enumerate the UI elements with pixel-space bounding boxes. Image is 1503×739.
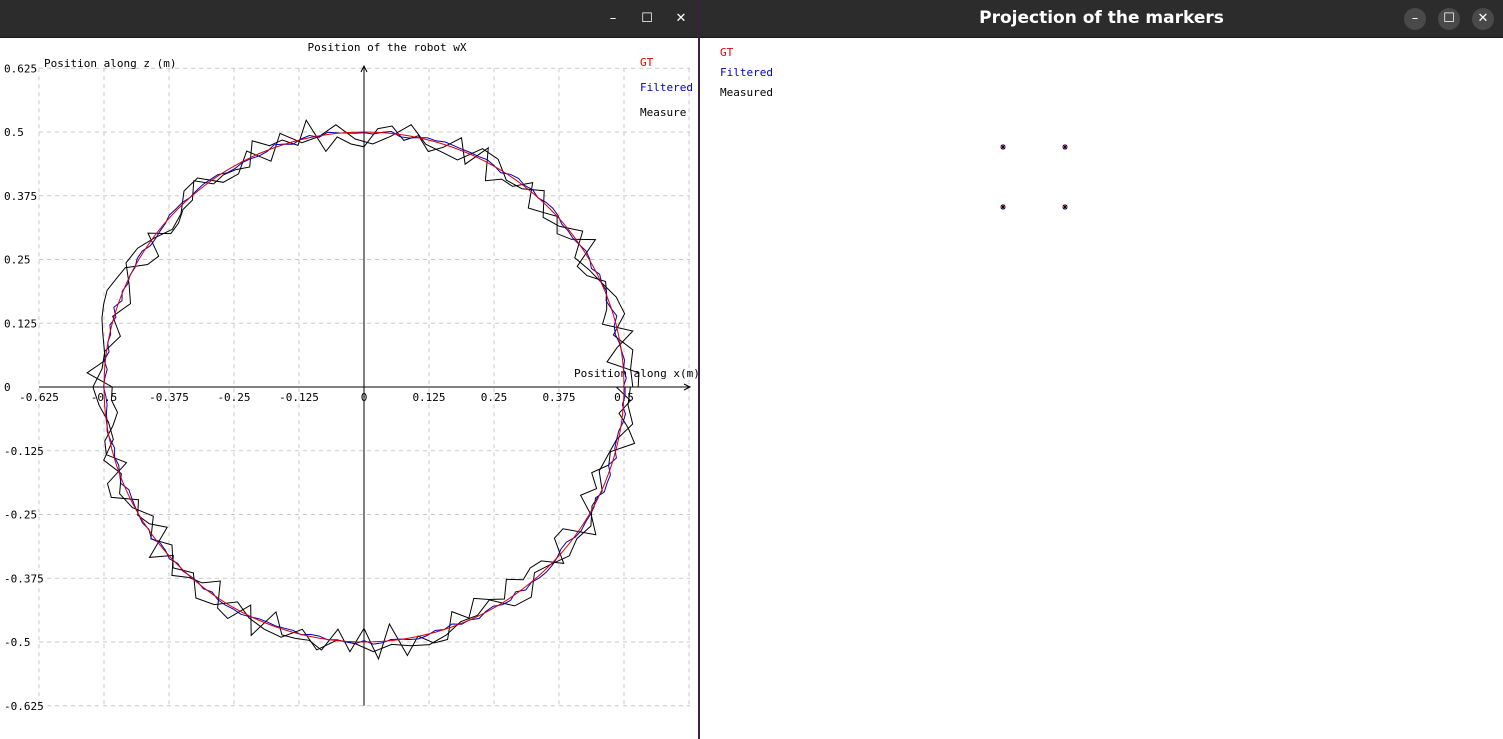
- x-tick-label: -0.375: [149, 391, 189, 404]
- y-tick-label: -0.125: [4, 445, 44, 458]
- maximize-icon[interactable]: ☐: [1438, 8, 1460, 30]
- marker-projection-window: Projection of the markers – ☐ ✕ GT Filte…: [700, 0, 1503, 739]
- marker-measured: [1000, 204, 1006, 210]
- plot-area: -0.625 -0.5 -0.375 -0.25 -0.125 0 0.125 0.25 0.3…: [0, 38, 698, 739]
- y-tick-label: -0.25: [4, 509, 37, 522]
- left-window-title: [0, 0, 698, 37]
- maximize-icon[interactable]: ☐: [641, 11, 653, 26]
- robot-position-chart: -0.625 -0.5 -0.375 -0.25 -0.125 0 0.125 0.25 0.3…: [4, 41, 698, 713]
- minimize-icon[interactable]: –: [1404, 8, 1426, 30]
- legend-item: GT: [640, 56, 654, 69]
- marker-measured: [1062, 144, 1068, 150]
- close-icon[interactable]: ✕: [1472, 8, 1494, 30]
- y-tick-label: -0.625: [4, 700, 44, 713]
- y-tick-label: 0: [4, 381, 11, 394]
- legend-gt: GT: [720, 46, 734, 59]
- y-tick-label: 0.625: [4, 62, 37, 75]
- close-icon[interactable]: ✕: [675, 11, 687, 26]
- x-tick-label: -0.125: [279, 391, 319, 404]
- x-tick-label: -0.625: [19, 391, 59, 404]
- y-tick-label: 0.25: [4, 254, 31, 267]
- marker-point: [1000, 204, 1006, 210]
- marker-point: [1062, 144, 1068, 150]
- x-tick-label: 0.125: [412, 391, 445, 404]
- x-tick-label: 0.375: [542, 391, 575, 404]
- chart-title: Position of the robot wX: [308, 41, 467, 54]
- y-tick-label: 0.5: [4, 126, 24, 139]
- y-tick-label: -0.375: [4, 572, 44, 585]
- x-tick-label: 0.25: [481, 391, 508, 404]
- x-tick-label: 0: [361, 391, 368, 404]
- marker-point: [1062, 204, 1068, 210]
- x-axis-arrow: [683, 383, 692, 391]
- legend-measured: Measured: [720, 86, 773, 99]
- y-tick-label: 0.125: [4, 317, 37, 330]
- legend-item: Filtered: [640, 81, 693, 94]
- legend-filtered: Filtered: [720, 66, 773, 79]
- projection-area: GT Filtered Measured: [700, 38, 1503, 739]
- right-window-titlebar[interactable]: Projection of the markers – ☐ ✕: [700, 0, 1503, 38]
- gt-trajectory: [103, 131, 625, 643]
- x-axis-label: Position along x(m): [574, 367, 698, 380]
- left-window-titlebar[interactable]: – ☐ ✕: [0, 0, 698, 38]
- y-axis-label: Position along z (m): [44, 57, 176, 70]
- marker-measured: [1000, 144, 1006, 150]
- minimize-icon[interactable]: –: [609, 11, 617, 26]
- marker-point: [1000, 144, 1006, 150]
- legend-item: Measure: [640, 106, 686, 119]
- robot-position-window: – ☐ ✕ -0.625 -0.5 -0.375 -0.25 -0.125 0 0.125 0…: [0, 0, 698, 739]
- marker-measured: [1062, 204, 1068, 210]
- markers-canvas: [1000, 144, 1068, 210]
- measured-trajectory: [92, 124, 634, 653]
- x-tick-label: -0.25: [217, 391, 250, 404]
- y-tick-label: 0.375: [4, 190, 37, 203]
- y-axis-arrow: [360, 64, 368, 73]
- right-window-title: Projection of the markers: [979, 8, 1224, 28]
- y-tick-label: -0.5: [4, 636, 31, 649]
